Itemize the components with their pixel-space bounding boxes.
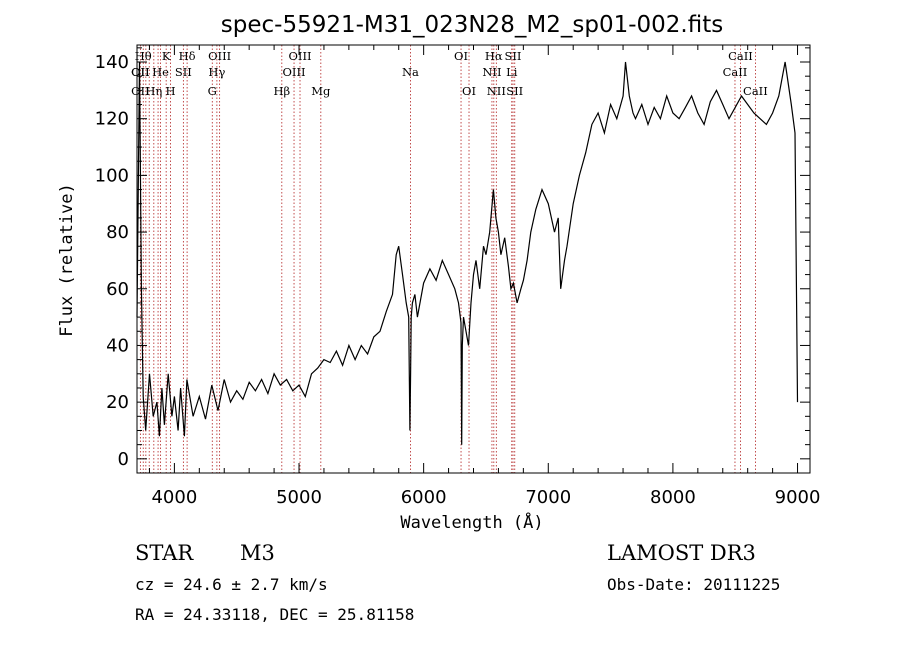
line-label: CaII bbox=[728, 49, 753, 63]
line-label: NII bbox=[482, 65, 501, 79]
spectral-class: STAR bbox=[135, 541, 194, 565]
spectral-subclass: M3 bbox=[240, 541, 275, 565]
line-label: H bbox=[166, 84, 176, 98]
y-tick-label: 40 bbox=[106, 335, 129, 356]
line-label: NII bbox=[487, 84, 506, 98]
x-tick-label: 6000 bbox=[401, 487, 447, 508]
y-tick-label: 60 bbox=[106, 279, 129, 300]
x-tick-label: 9000 bbox=[775, 487, 821, 508]
line-label: Hη bbox=[145, 84, 162, 98]
line-label: CaII bbox=[723, 65, 748, 79]
line-label: OIII bbox=[283, 65, 306, 79]
line-label: OI bbox=[454, 49, 468, 63]
line-label: He bbox=[152, 65, 169, 79]
line-label: G bbox=[208, 84, 217, 98]
line-label: OII bbox=[131, 84, 150, 98]
line-label: OIII bbox=[288, 49, 311, 63]
line-label: SII bbox=[506, 84, 523, 98]
line-label: Hθ bbox=[135, 49, 152, 63]
line-label: CaII bbox=[743, 84, 768, 98]
y-tick-label: 140 bbox=[95, 52, 129, 73]
line-label: OIII bbox=[208, 49, 231, 63]
y-tick-label: 0 bbox=[118, 449, 129, 470]
spectrum-line bbox=[136, 61, 799, 445]
x-tick-label: 7000 bbox=[525, 487, 571, 508]
line-label: SII bbox=[175, 65, 192, 79]
spectral-line-markers bbox=[139, 45, 756, 473]
y-tick-label: 80 bbox=[106, 222, 129, 243]
x-axis-ticks: 4000 5000 6000 7000 8000 9000 bbox=[148, 45, 821, 508]
line-label: OII bbox=[131, 65, 150, 79]
line-label: Hα bbox=[485, 49, 503, 63]
line-label: Na bbox=[402, 65, 419, 79]
line-label: OII bbox=[131, 65, 150, 79]
x-axis-label: Wavelength (Å) bbox=[400, 511, 543, 533]
line-label: Hδ bbox=[179, 49, 196, 63]
y-axis-ticks: 0 20 40 60 80 100 120 140 bbox=[95, 47, 810, 470]
line-label: Mg bbox=[311, 84, 331, 98]
plot-frame bbox=[136, 44, 811, 474]
x-tick-label: 4000 bbox=[151, 487, 197, 508]
line-label: Hγ bbox=[208, 65, 225, 79]
y-tick-label: 120 bbox=[95, 109, 129, 130]
coordinates: RA = 24.33118, DEC = 25.81158 bbox=[135, 605, 414, 624]
y-axis-label: Flux (relative) bbox=[57, 183, 77, 337]
obs-date: Obs-Date: 20111225 bbox=[607, 575, 780, 594]
spectral-line-labels: OII Hθ K Hδ G Hγ OIII Hβ OIII OIII Mg Na OI OI NII Hα NI… bbox=[131, 49, 768, 98]
x-tick-label: 5000 bbox=[276, 487, 322, 508]
line-label: SII bbox=[505, 49, 522, 63]
y-tick-label: 20 bbox=[106, 392, 129, 413]
line-label: Li bbox=[506, 65, 518, 79]
y-tick-label: 100 bbox=[95, 165, 129, 186]
line-label: Hβ bbox=[273, 84, 290, 98]
line-label: OI bbox=[462, 84, 476, 98]
x-tick-label: 8000 bbox=[650, 487, 696, 508]
redshift-value: cz = 24.6 ± 2.7 km/s bbox=[135, 575, 328, 594]
line-label: K bbox=[162, 49, 171, 63]
survey-name: LAMOST DR3 bbox=[607, 541, 756, 565]
chart-title: spec-55921-M31_023N28_M2_sp01-002.fits bbox=[221, 12, 723, 38]
